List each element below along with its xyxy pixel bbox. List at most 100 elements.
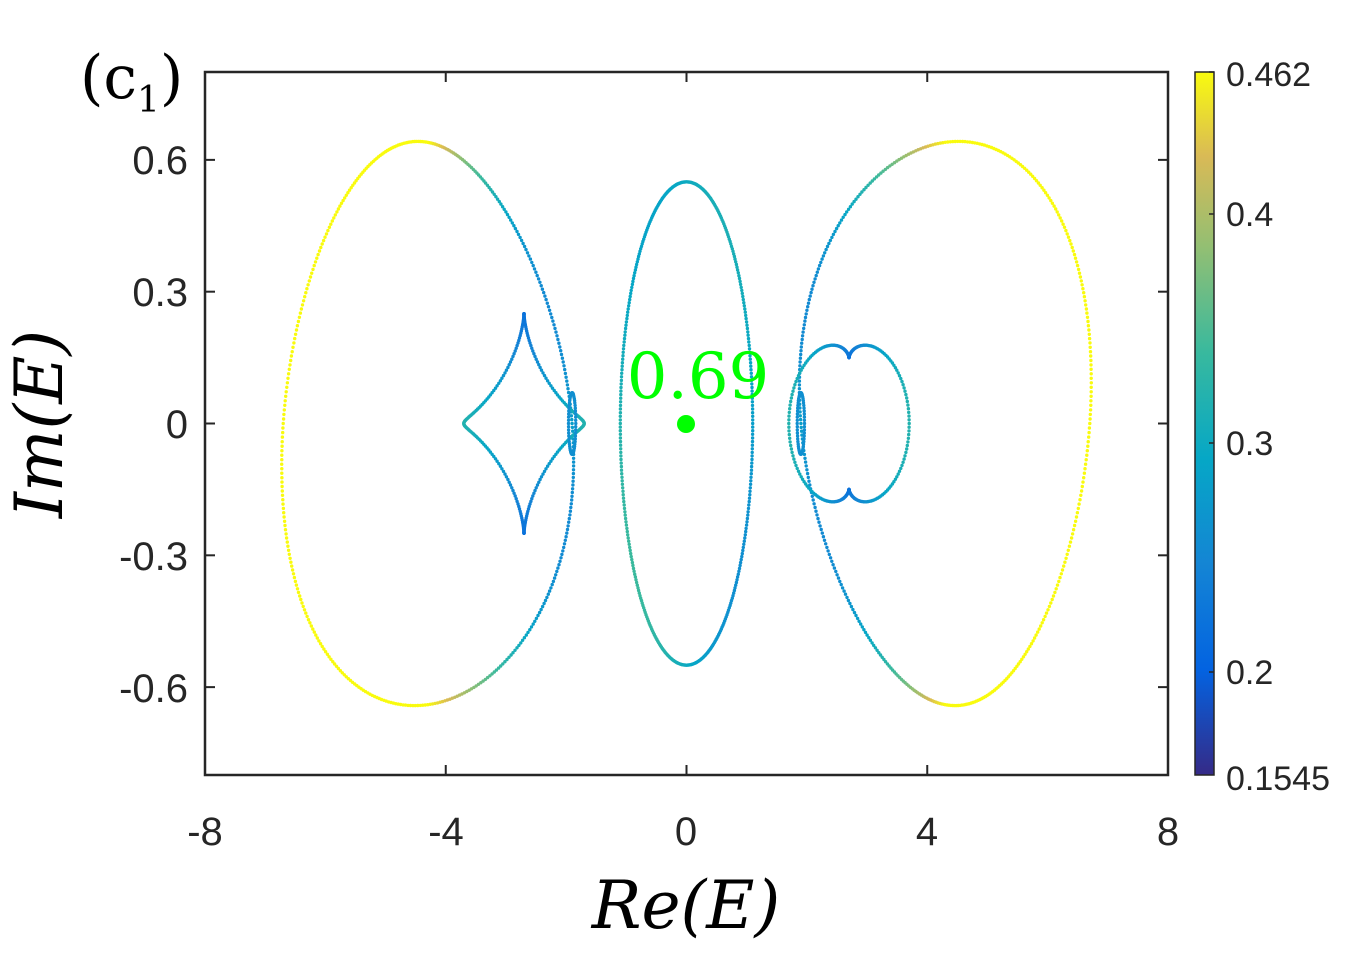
scatter-point bbox=[1079, 493, 1083, 497]
scatter-point bbox=[791, 454, 795, 458]
scatter-point bbox=[566, 390, 571, 395]
scatter-point bbox=[806, 475, 810, 480]
scatter-point bbox=[1074, 515, 1079, 519]
scatter-point bbox=[1072, 252, 1077, 257]
scatter-point bbox=[960, 139, 965, 144]
scatter-point bbox=[836, 224, 840, 228]
scatter-point bbox=[618, 443, 623, 447]
scatter-point bbox=[799, 368, 803, 372]
scatter-point bbox=[736, 572, 740, 576]
scatter-point bbox=[963, 139, 967, 144]
scatter-point bbox=[805, 308, 809, 312]
scatter-point bbox=[747, 347, 752, 351]
scatter-point bbox=[532, 267, 537, 271]
scatter-point bbox=[744, 313, 748, 318]
scatter-point bbox=[623, 326, 628, 331]
scatter-point bbox=[843, 592, 848, 596]
scatter-point bbox=[343, 196, 347, 200]
scatter-point bbox=[545, 379, 550, 383]
scatter-point bbox=[1089, 363, 1093, 367]
scatter-point bbox=[799, 349, 803, 353]
scatter-point bbox=[802, 326, 806, 331]
scatter-point bbox=[750, 411, 755, 415]
scatter-point bbox=[571, 468, 576, 472]
scatter-point bbox=[1060, 219, 1064, 223]
scatter-point bbox=[485, 675, 490, 680]
scatter-point bbox=[810, 494, 814, 498]
scatter-point bbox=[787, 418, 791, 422]
scatter-point bbox=[336, 666, 341, 671]
scatter-point bbox=[826, 549, 830, 553]
scatter-point bbox=[1083, 467, 1087, 471]
scatter-point bbox=[619, 450, 623, 455]
scatter-point bbox=[1069, 242, 1073, 246]
scatter-point bbox=[1087, 430, 1091, 435]
scatter-point bbox=[532, 491, 536, 495]
scatter-point bbox=[809, 290, 813, 295]
scatter-point bbox=[506, 365, 510, 370]
scatter-point bbox=[537, 610, 542, 615]
scatter-point bbox=[282, 519, 287, 523]
scatter-point bbox=[750, 457, 754, 462]
scatter-point bbox=[815, 270, 819, 274]
scatter-point bbox=[570, 498, 574, 502]
scatter-point bbox=[542, 373, 547, 378]
panel-label: (c1) bbox=[80, 43, 183, 121]
scatter-point bbox=[790, 450, 794, 455]
scatter-point bbox=[545, 595, 549, 600]
axis-ticks bbox=[204, 72, 1169, 775]
scatter-point bbox=[570, 425, 575, 430]
scatter-point bbox=[828, 556, 833, 560]
scatter-point bbox=[1085, 311, 1089, 315]
scatter-point bbox=[970, 140, 975, 145]
scatter-point bbox=[1028, 644, 1032, 649]
scatter-point bbox=[801, 330, 805, 334]
scatter-point bbox=[556, 566, 560, 570]
scatter-point bbox=[330, 219, 334, 223]
scatter-point bbox=[750, 385, 754, 390]
scatter-point bbox=[503, 472, 507, 476]
scatter-point bbox=[1086, 440, 1090, 444]
scatter-point bbox=[827, 241, 831, 246]
scatter-point bbox=[965, 140, 970, 144]
scatter-point bbox=[750, 400, 755, 404]
scatter-point bbox=[565, 379, 569, 383]
scatter-point bbox=[515, 229, 519, 234]
scatter-point bbox=[511, 488, 515, 493]
scatter-point bbox=[855, 616, 860, 621]
scatter-point bbox=[508, 360, 513, 364]
scatter-point bbox=[799, 345, 803, 349]
scatter-point bbox=[537, 363, 541, 367]
scatter-point bbox=[624, 523, 629, 527]
scatter-point bbox=[629, 291, 633, 296]
scatter-point bbox=[413, 703, 417, 708]
scatter-point bbox=[1087, 332, 1092, 336]
scatter-point bbox=[750, 450, 754, 455]
scatter-point bbox=[1032, 636, 1037, 640]
scatter-point bbox=[897, 469, 902, 473]
scatter-point bbox=[836, 576, 841, 580]
scatter-point bbox=[290, 564, 294, 568]
scatter-point bbox=[293, 336, 297, 341]
scatter-point bbox=[561, 549, 565, 553]
scatter-point bbox=[796, 469, 801, 473]
scatter-point bbox=[570, 487, 575, 491]
scatter-point bbox=[787, 421, 791, 426]
scatter-point bbox=[505, 212, 510, 217]
scatter-point bbox=[1042, 188, 1046, 192]
scatter-point bbox=[303, 295, 307, 299]
scatter-point bbox=[528, 502, 532, 506]
scatter-point bbox=[868, 638, 873, 642]
scatter-point bbox=[570, 417, 574, 422]
scatter-point bbox=[1018, 660, 1022, 664]
scatter-point bbox=[307, 279, 311, 283]
scatter-point bbox=[625, 529, 629, 534]
scatter-point bbox=[511, 354, 515, 359]
scatter-point bbox=[574, 425, 578, 429]
scatter-point bbox=[522, 244, 527, 249]
scatter-point bbox=[287, 367, 291, 371]
scatter-point bbox=[750, 382, 754, 386]
scatter-point bbox=[346, 191, 350, 195]
scatter-point bbox=[495, 384, 499, 388]
scatter-point bbox=[842, 589, 846, 593]
